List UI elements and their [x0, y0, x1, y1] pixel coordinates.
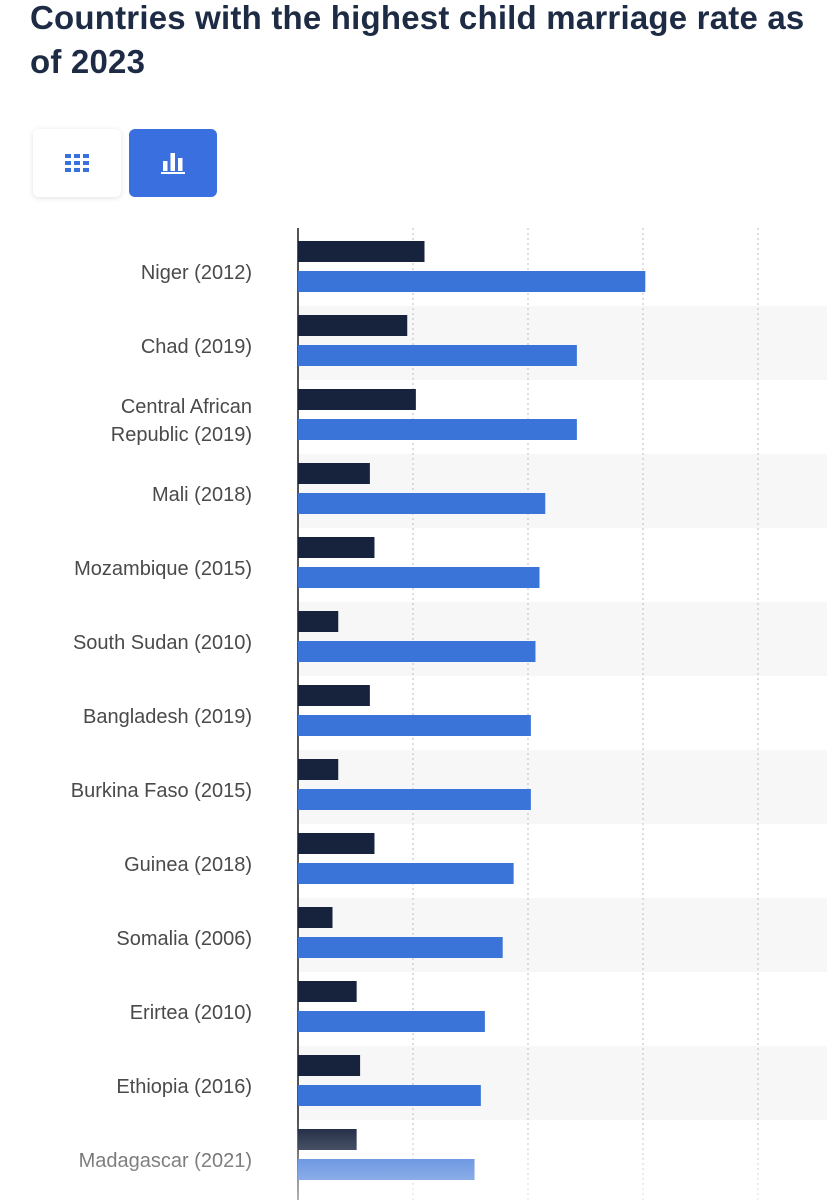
category-label: Burkina Faso (2015)	[71, 780, 252, 802]
bar-series-2	[298, 419, 577, 440]
bar-chart: Niger (2012) Chad (2019) Central African Re…	[0, 228, 827, 1200]
bar-series-1	[298, 685, 370, 706]
bar-series-1	[298, 389, 416, 410]
bar-series-1	[298, 315, 407, 336]
bar-series-2	[298, 493, 545, 514]
row-band	[298, 750, 827, 824]
category-label: Central African Republic (2019)	[111, 396, 252, 446]
bar-series-1	[298, 1129, 357, 1150]
bar-series-2	[298, 271, 645, 292]
page-title: Countries with the highest child marriag…	[30, 0, 810, 84]
category-label: Guinea (2018)	[124, 854, 252, 876]
bar-series-1	[298, 241, 425, 262]
row-band	[298, 898, 827, 972]
bar-series-1	[298, 537, 374, 558]
bar-series-2	[298, 937, 503, 958]
bar-series-2	[298, 1159, 475, 1180]
bar-series-1	[298, 907, 333, 928]
bar-series-2	[298, 567, 540, 588]
table-grid-icon	[65, 154, 89, 172]
category-label: Mozambique (2015)	[74, 558, 252, 580]
category-label: Madagascar (2021)	[79, 1150, 252, 1172]
bar-series-2	[298, 863, 514, 884]
category-label: Erirtea (2010)	[130, 1002, 252, 1024]
table-view-button[interactable]	[33, 129, 121, 197]
bar-series-1	[298, 463, 370, 484]
bar-series-2	[298, 1085, 481, 1106]
bar-series-2	[298, 345, 577, 366]
category-label: Niger (2012)	[141, 262, 252, 284]
bar-series-1	[298, 981, 357, 1002]
bar-chart-icon	[161, 152, 185, 174]
bar-series-1	[298, 833, 374, 854]
row-band	[298, 1046, 827, 1120]
category-label: Somalia (2006)	[116, 928, 252, 950]
category-label: Mali (2018)	[152, 484, 252, 506]
bar-series-2	[298, 715, 531, 736]
row-band	[298, 602, 827, 676]
category-label: Ethiopia (2016)	[116, 1076, 252, 1098]
bar-series-1	[298, 611, 338, 632]
chart-view-button[interactable]	[129, 129, 217, 197]
category-label: Bangladesh (2019)	[83, 706, 252, 728]
bar-series-2	[298, 641, 535, 662]
bar-series-2	[298, 789, 531, 810]
bar-series-1	[298, 1055, 360, 1076]
row-band	[298, 454, 827, 528]
category-label: Chad (2019)	[141, 336, 252, 358]
bar-series-1	[298, 759, 338, 780]
bar-series-2	[298, 1011, 485, 1032]
category-label: South Sudan (2010)	[73, 632, 252, 654]
